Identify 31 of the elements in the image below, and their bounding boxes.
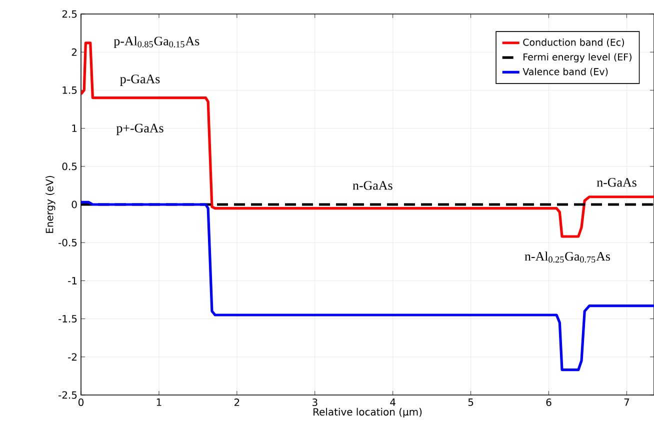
x-tick-label: 6 (546, 398, 552, 406)
y-tick-label: 2 (72, 48, 76, 56)
y-tick-label: 2.5 (62, 10, 77, 18)
annotation: n-GaAs (596, 178, 636, 187)
x-tick-label: 0 (78, 398, 84, 406)
y-tick-label: 0.5 (62, 162, 77, 170)
annotation: p-GaAs (120, 74, 160, 86)
annotation: p+-GaAs (116, 124, 164, 136)
y-axis-title: Energy (eV) (46, 176, 56, 233)
x-tick-label: 1 (156, 398, 162, 406)
y-tick-label: 0 (72, 200, 77, 208)
y-tick-label: 1.5 (62, 86, 77, 94)
legend-label: Fermi energy level (EF) (524, 53, 632, 62)
x-tick-label: 5 (468, 398, 474, 406)
annotation: n-Al$_{0.25}$Ga$_{0.75}$As (524, 252, 610, 263)
x-axis-title: Relative location (µm) (314, 408, 422, 418)
legend-label: Conduction band (Ec) (523, 38, 624, 47)
x-tick-label: 7 (624, 398, 630, 406)
x-tick-label: 3 (312, 398, 318, 406)
y-tick-label: -1 (68, 277, 77, 284)
line-series (81, 200, 654, 372)
annotation: p-Al$_{0.85}$Ga$_{0.15}$As (114, 36, 200, 48)
y-tick-label: -2.5 (58, 391, 77, 399)
x-tick-label: 4 (390, 398, 396, 406)
legend-label: Valence band (Ev) (522, 68, 608, 76)
y-tick-label: -1.5 (58, 315, 77, 323)
y-tick-label: -0.5 (58, 238, 77, 246)
x-tick-label: 2 (234, 398, 240, 406)
y-tick-label: 1 (72, 124, 77, 132)
y-tick-label: -2 (68, 353, 76, 361)
annotation: n-GaAs (352, 181, 392, 190)
